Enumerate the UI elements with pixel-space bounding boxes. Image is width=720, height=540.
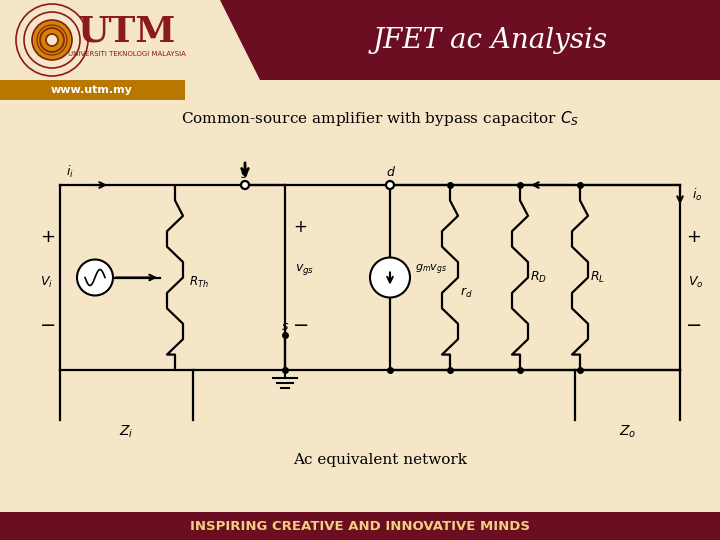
Text: www.utm.my: www.utm.my xyxy=(51,85,133,95)
Text: JFET ac Analysis: JFET ac Analysis xyxy=(372,26,608,53)
Text: $R_L$: $R_L$ xyxy=(590,270,605,285)
Text: $Z_o$: $Z_o$ xyxy=(619,424,636,440)
Text: $V_i$: $V_i$ xyxy=(40,275,53,290)
Text: Ac equivalent network: Ac equivalent network xyxy=(293,453,467,467)
Text: −: − xyxy=(40,316,56,335)
Text: d: d xyxy=(386,165,394,179)
Circle shape xyxy=(386,181,394,189)
Text: −: − xyxy=(293,316,310,335)
Text: g: g xyxy=(241,165,249,179)
Circle shape xyxy=(16,4,88,76)
Circle shape xyxy=(77,260,113,295)
Text: UTM: UTM xyxy=(78,15,176,49)
Circle shape xyxy=(370,258,410,298)
Text: Common-source amplifier with bypass capacitor $C_S$: Common-source amplifier with bypass capa… xyxy=(181,109,579,127)
Text: $R_D$: $R_D$ xyxy=(530,270,547,285)
Text: $r_d$: $r_d$ xyxy=(460,286,473,300)
Text: +: + xyxy=(686,228,701,246)
Text: $V_o$: $V_o$ xyxy=(688,275,703,290)
Text: $i_o$: $i_o$ xyxy=(692,187,703,203)
Text: UNIVERSITI TEKNOLOGI MALAYSIA: UNIVERSITI TEKNOLOGI MALAYSIA xyxy=(68,51,186,57)
Circle shape xyxy=(46,34,58,46)
Text: $v_{gs}$: $v_{gs}$ xyxy=(295,262,315,277)
Bar xyxy=(0,0,720,80)
Text: $Z_i$: $Z_i$ xyxy=(119,424,133,440)
Circle shape xyxy=(24,12,80,68)
Text: $i_i$: $i_i$ xyxy=(66,164,74,180)
Text: s: s xyxy=(282,321,288,334)
Text: $g_m v_{gs}$: $g_m v_{gs}$ xyxy=(415,262,447,276)
Text: INSPIRING CREATIVE AND INNOVATIVE MINDS: INSPIRING CREATIVE AND INNOVATIVE MINDS xyxy=(190,519,530,532)
Circle shape xyxy=(241,181,249,189)
Text: +: + xyxy=(293,219,307,237)
Text: $R_{Th}$: $R_{Th}$ xyxy=(189,275,209,290)
Circle shape xyxy=(32,20,72,60)
Circle shape xyxy=(40,28,64,52)
Text: −: − xyxy=(686,316,702,335)
Bar xyxy=(0,80,185,100)
Bar xyxy=(0,512,720,540)
Text: +: + xyxy=(40,228,55,246)
Polygon shape xyxy=(220,0,720,80)
